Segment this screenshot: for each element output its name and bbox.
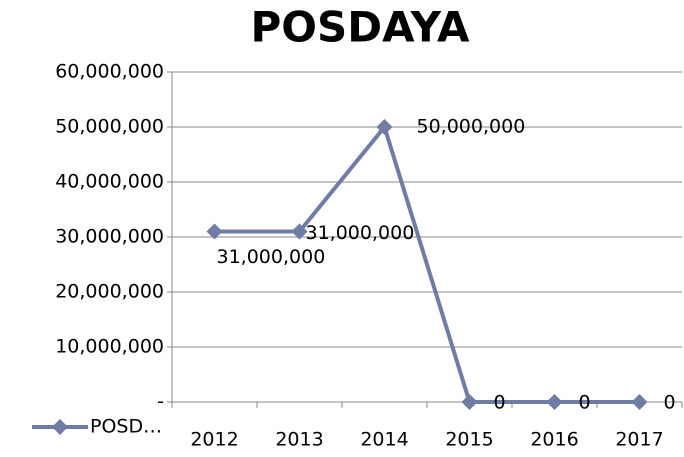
y-tick-label: 30,000,000 xyxy=(55,226,164,248)
data-label: 0 xyxy=(494,392,506,414)
data-label: 31,000,000 xyxy=(306,222,415,244)
data-point xyxy=(376,119,393,135)
data-label: 50,000,000 xyxy=(417,116,526,138)
data-point xyxy=(631,394,648,410)
data-point xyxy=(546,394,563,410)
x-tick-label: 2017 xyxy=(615,429,663,451)
y-tick-label: 60,000,000 xyxy=(55,61,164,83)
x-tick-label: 2016 xyxy=(530,429,578,451)
y-tick-label: 10,000,000 xyxy=(55,336,164,358)
data-point xyxy=(291,223,308,240)
y-tick-label: - xyxy=(157,391,164,413)
data-label: 0 xyxy=(579,392,591,414)
legend-label: POSD… xyxy=(90,416,162,438)
x-tick-label: 2012 xyxy=(190,429,238,451)
legend-marker xyxy=(52,419,68,435)
y-tick-label: 20,000,000 xyxy=(55,281,164,303)
y-tick-label: 40,000,000 xyxy=(55,171,164,193)
y-tick-label: 50,000,000 xyxy=(55,116,164,138)
x-tick-label: 2014 xyxy=(360,429,408,451)
data-label: 0 xyxy=(664,392,676,414)
data-line xyxy=(214,122,640,404)
data-point xyxy=(206,223,223,240)
chart-title: POSDAYA xyxy=(251,3,470,52)
x-tick-label: 2015 xyxy=(445,429,493,451)
data-label: 31,000,000 xyxy=(217,246,326,268)
data-point xyxy=(461,394,478,410)
x-tick-label: 2013 xyxy=(275,429,323,451)
